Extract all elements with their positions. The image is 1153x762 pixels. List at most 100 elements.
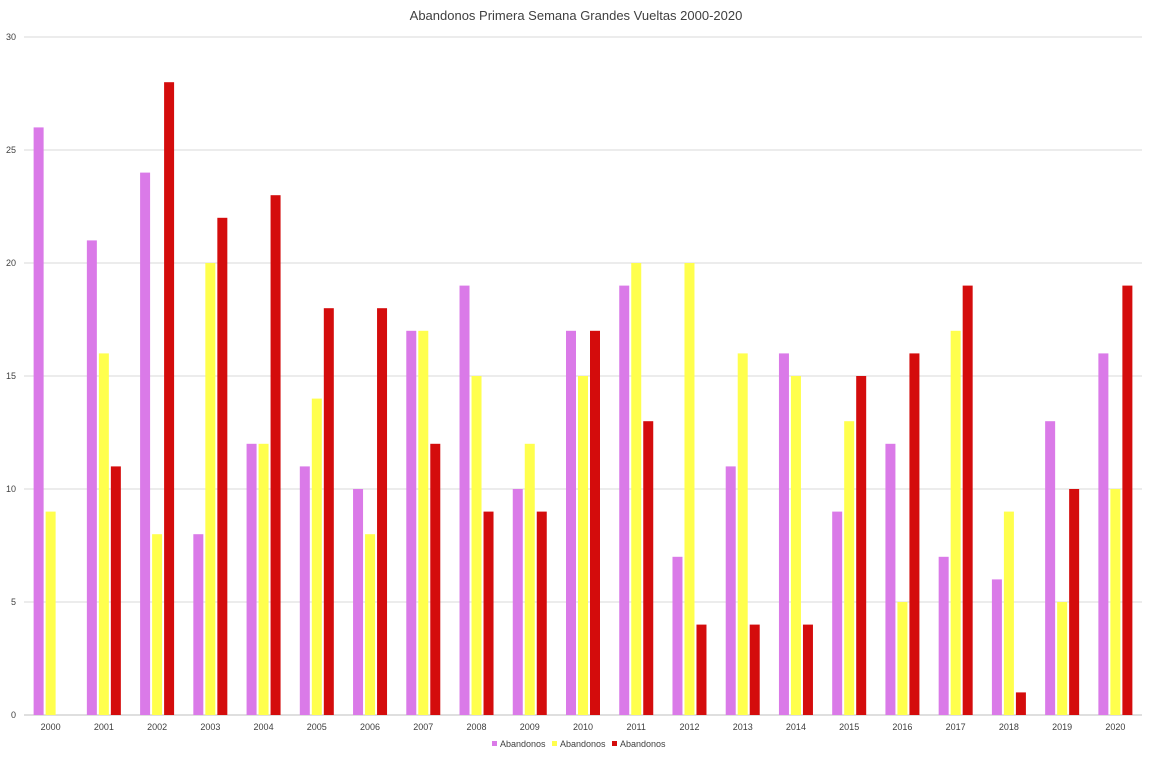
- bar-2010-series-3: [590, 330, 600, 715]
- bar-2009-series-2: [524, 443, 535, 715]
- x-tick-label: 2008: [467, 722, 487, 732]
- bar-2011-series-2: [631, 263, 642, 715]
- x-tick-label: 2015: [839, 722, 859, 732]
- bar-2012-series-3: [696, 624, 707, 715]
- bar-2009-series-3: [536, 511, 547, 715]
- legend-label: Abandonos: [500, 739, 546, 749]
- bar-2017-series-1: [938, 556, 949, 715]
- bar-2005-series-2: [311, 398, 322, 715]
- bar-2001-series-2: [98, 353, 109, 715]
- bar-2006-series-1: [353, 489, 364, 715]
- bar-2017-series-3: [962, 285, 973, 715]
- bar-2013-series-1: [725, 466, 736, 715]
- bar-2018-series-2: [1003, 511, 1014, 715]
- bar-2004-series-1: [246, 443, 257, 715]
- chart-title: Abandonos Primera Semana Grandes Vueltas…: [410, 8, 743, 23]
- bar-2005-series-3: [323, 308, 334, 715]
- x-tick-label: 2009: [520, 722, 540, 732]
- bar-2007-series-3: [430, 443, 441, 715]
- bar-2007-series-2: [418, 330, 429, 715]
- x-tick-label: 2020: [1105, 722, 1125, 732]
- legend-item: Abandonos: [492, 739, 546, 749]
- bar-2014-series-2: [790, 376, 801, 715]
- bar-2013-series-3: [749, 624, 760, 715]
- x-tick-label: 2000: [41, 722, 61, 732]
- x-tick-label: 2007: [413, 722, 433, 732]
- bar-2001-series-1: [86, 240, 97, 715]
- x-tick-label: 2002: [147, 722, 167, 732]
- y-axis-ticks: 0 5 10 15 20 25 30: [6, 32, 16, 720]
- bar-2020-series-1: [1098, 353, 1109, 715]
- bar-2005-series-1: [299, 466, 310, 715]
- bar-2006-series-3: [377, 308, 388, 715]
- bar-2004-series-3: [270, 195, 281, 715]
- bar-2012-series-1: [672, 556, 683, 715]
- bar-2018-series-1: [991, 579, 1002, 715]
- bar-2003-series-1: [193, 534, 204, 715]
- bar-2012-series-2: [684, 263, 695, 715]
- bar-2008-series-1: [459, 285, 470, 715]
- x-tick-label: 2004: [254, 722, 274, 732]
- x-tick-label: 2003: [200, 722, 220, 732]
- y-tick-label: 25: [6, 145, 16, 155]
- x-tick-label: 2018: [999, 722, 1019, 732]
- bar-2019-series-3: [1069, 489, 1080, 715]
- x-tick-label: 2005: [307, 722, 327, 732]
- x-tick-label: 2010: [573, 722, 593, 732]
- bar-2015-series-1: [832, 511, 843, 715]
- x-tick-label: 2006: [360, 722, 380, 732]
- bar-2000-series-1: [33, 127, 44, 715]
- legend-swatch: [552, 741, 557, 746]
- bar-2010-series-2: [578, 376, 588, 715]
- bar-2016-series-3: [909, 353, 920, 715]
- legend-swatch: [612, 741, 617, 746]
- x-tick-label: 2012: [679, 722, 699, 732]
- bar-2020-series-3: [1122, 285, 1133, 715]
- x-tick-label: 2011: [627, 722, 646, 732]
- bar-2013-series-2: [737, 353, 748, 715]
- bar-2010-series-1: [566, 330, 576, 715]
- bar-2003-series-3: [217, 217, 228, 716]
- bar-2016-series-2: [897, 602, 908, 715]
- bar-2015-series-2: [844, 421, 855, 715]
- y-tick-label: 30: [6, 32, 16, 42]
- legend-swatch: [492, 741, 497, 746]
- x-tick-label: 2019: [1052, 722, 1072, 732]
- bar-2002-series-2: [152, 534, 163, 715]
- x-tick-label: 2014: [786, 722, 806, 732]
- bar-2014-series-1: [778, 353, 789, 715]
- x-tick-label: 2001: [94, 722, 114, 732]
- bar-2016-series-1: [885, 443, 896, 715]
- y-tick-label: 20: [6, 258, 16, 268]
- legend-label: Abandonos: [560, 739, 606, 749]
- bar-2002-series-3: [164, 82, 175, 715]
- legend-item: Abandonos: [612, 739, 666, 749]
- legend-label: Abandonos: [620, 739, 666, 749]
- y-tick-label: 5: [11, 597, 16, 607]
- legend: Abandonos Abandonos Abandonos: [492, 739, 666, 749]
- bar-2017-series-2: [950, 330, 961, 715]
- bar-2008-series-3: [483, 511, 494, 715]
- bar-2020-series-2: [1110, 489, 1121, 715]
- x-tick-label: 2016: [892, 722, 912, 732]
- y-tick-label: 10: [6, 484, 16, 494]
- bar-2015-series-3: [856, 376, 867, 715]
- bar-2007-series-1: [406, 330, 417, 715]
- bar-2011-series-3: [643, 421, 654, 715]
- x-tick-label: 2017: [946, 722, 966, 732]
- bar-2002-series-1: [140, 172, 151, 716]
- bar-2009-series-1: [512, 489, 523, 715]
- x-axis-ticks: 2000 2001 2002 2003 2004 2005 2006 2007 2008 2009…: [41, 722, 1126, 732]
- bar-2003-series-2: [205, 263, 216, 715]
- bar-2019-series-1: [1045, 421, 1056, 715]
- bar-2008-series-2: [471, 376, 482, 715]
- bar-2019-series-2: [1057, 602, 1068, 715]
- legend-item: Abandonos: [552, 739, 606, 749]
- bar-2011-series-1: [619, 285, 630, 715]
- bar-2000-series-2: [45, 511, 56, 715]
- bar-2018-series-3: [1015, 692, 1026, 715]
- bars: [33, 82, 1133, 716]
- bar-2001-series-3: [110, 466, 121, 715]
